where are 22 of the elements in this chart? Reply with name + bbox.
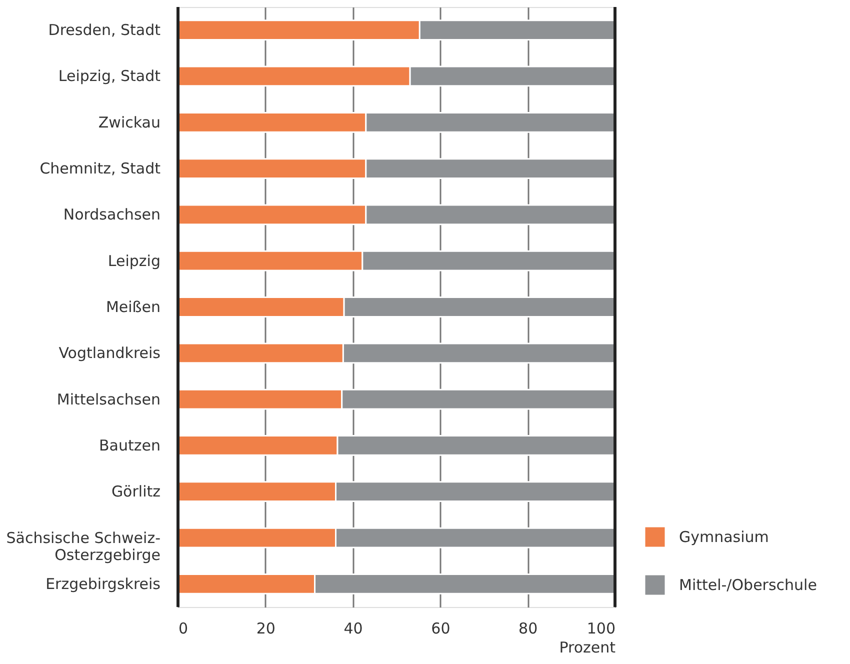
y-tick-label: Görlitz <box>111 482 161 501</box>
y-tick-label: Leipzig <box>108 252 160 270</box>
y-tick-label: Zwickau <box>98 113 160 132</box>
y-tick-label: Chemnitz, Stadt <box>40 160 161 178</box>
y-tick-label: Vogtlandkreis <box>58 344 161 362</box>
x-tick-label: 100 <box>586 620 616 638</box>
y-tick-label: Meißen <box>106 298 160 316</box>
x-tick-label: 0 <box>178 620 188 638</box>
legend-label: Gymnasium <box>679 528 769 546</box>
x-tick-label: 60 <box>431 620 450 638</box>
y-tick-label: Dresden, Stadt <box>48 21 161 40</box>
y-tick-label: Erzgebirgskreis <box>46 574 161 593</box>
y-tick-label: Mittelsachsen <box>56 390 160 408</box>
x-axis-title: Prozent <box>559 638 616 656</box>
y-tick-label: Leipzig, Stadt <box>58 67 161 86</box>
y-tick-label: Nordsachsen <box>63 206 160 224</box>
y-tick-label: Sächsische Schweiz- Osterzgebirge <box>6 528 160 564</box>
legend-label: Mittel-/Oberschule <box>679 576 817 594</box>
y-tick-label: Bautzen <box>99 436 160 454</box>
x-tick-label: 40 <box>344 620 363 638</box>
x-tick-label: 80 <box>518 620 538 638</box>
x-tick-label: 20 <box>256 620 276 638</box>
